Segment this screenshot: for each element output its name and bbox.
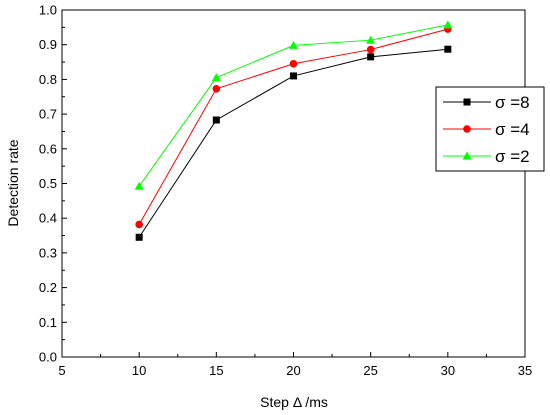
y-tick-label: 0.5 (39, 176, 57, 191)
y-tick-label: 0.3 (39, 245, 57, 260)
y-tick-label: 0.2 (39, 280, 57, 295)
legend-label: σ =4 (495, 120, 530, 139)
x-tick-label: 25 (363, 363, 377, 378)
x-tick-label: 35 (518, 363, 532, 378)
x-axis-title: Step Δ /ms (260, 394, 328, 410)
x-tick-label: 30 (441, 363, 455, 378)
y-tick-label: 0.8 (39, 72, 57, 87)
data-point (366, 45, 375, 54)
y-tick-label: 0.7 (39, 107, 57, 122)
legend-marker (463, 98, 471, 106)
legend-item: σ =2 (443, 147, 530, 166)
data-point (135, 220, 143, 229)
y-axis-title: Detection rate (5, 139, 21, 226)
data-point (366, 35, 376, 44)
series-circle (135, 25, 452, 229)
y-tick-label: 0.4 (39, 211, 57, 226)
x-tick-label: 15 (209, 363, 223, 378)
series-triangle (134, 20, 453, 190)
y-tick-label: 1.0 (39, 3, 57, 18)
x-tick-label: 20 (286, 363, 300, 378)
data-point (134, 181, 144, 190)
y-tick-label: 0.0 (39, 350, 57, 365)
y-tick-label: 0.1 (39, 315, 57, 330)
legend-marker (462, 151, 472, 160)
x-tick-label: 5 (58, 363, 65, 378)
data-point (289, 59, 298, 68)
data-point (212, 116, 220, 124)
legend-marker (463, 125, 471, 133)
data-point (135, 233, 143, 241)
x-tick-label: 10 (132, 363, 146, 378)
legend-label: σ =2 (495, 147, 530, 166)
y-tick-label: 0.6 (39, 141, 57, 156)
y-axis: 0.0 0.1 0.2 0.3 0.4 0.5 0.6 0.7 0.8 0.9 1.0 (39, 3, 67, 365)
legend-label: σ =8 (495, 93, 530, 112)
data-point (290, 72, 297, 80)
series-square (135, 45, 452, 241)
legend-item: σ =4 (443, 120, 530, 139)
data-point (444, 45, 452, 53)
data-point (212, 84, 221, 93)
series-line (138, 28, 448, 225)
data-point (443, 20, 453, 29)
data-point (211, 73, 221, 82)
y-tick-label: 0.9 (39, 37, 57, 52)
x-axis: 5 10 15 20 25 30 35 (58, 352, 532, 378)
series-line (138, 24, 448, 187)
series-layer (134, 20, 453, 241)
data-point (367, 53, 375, 61)
legend: σ =8 σ =4 σ =2 (435, 86, 545, 172)
data-point (289, 40, 298, 49)
legend-item: σ =8 (443, 93, 530, 112)
